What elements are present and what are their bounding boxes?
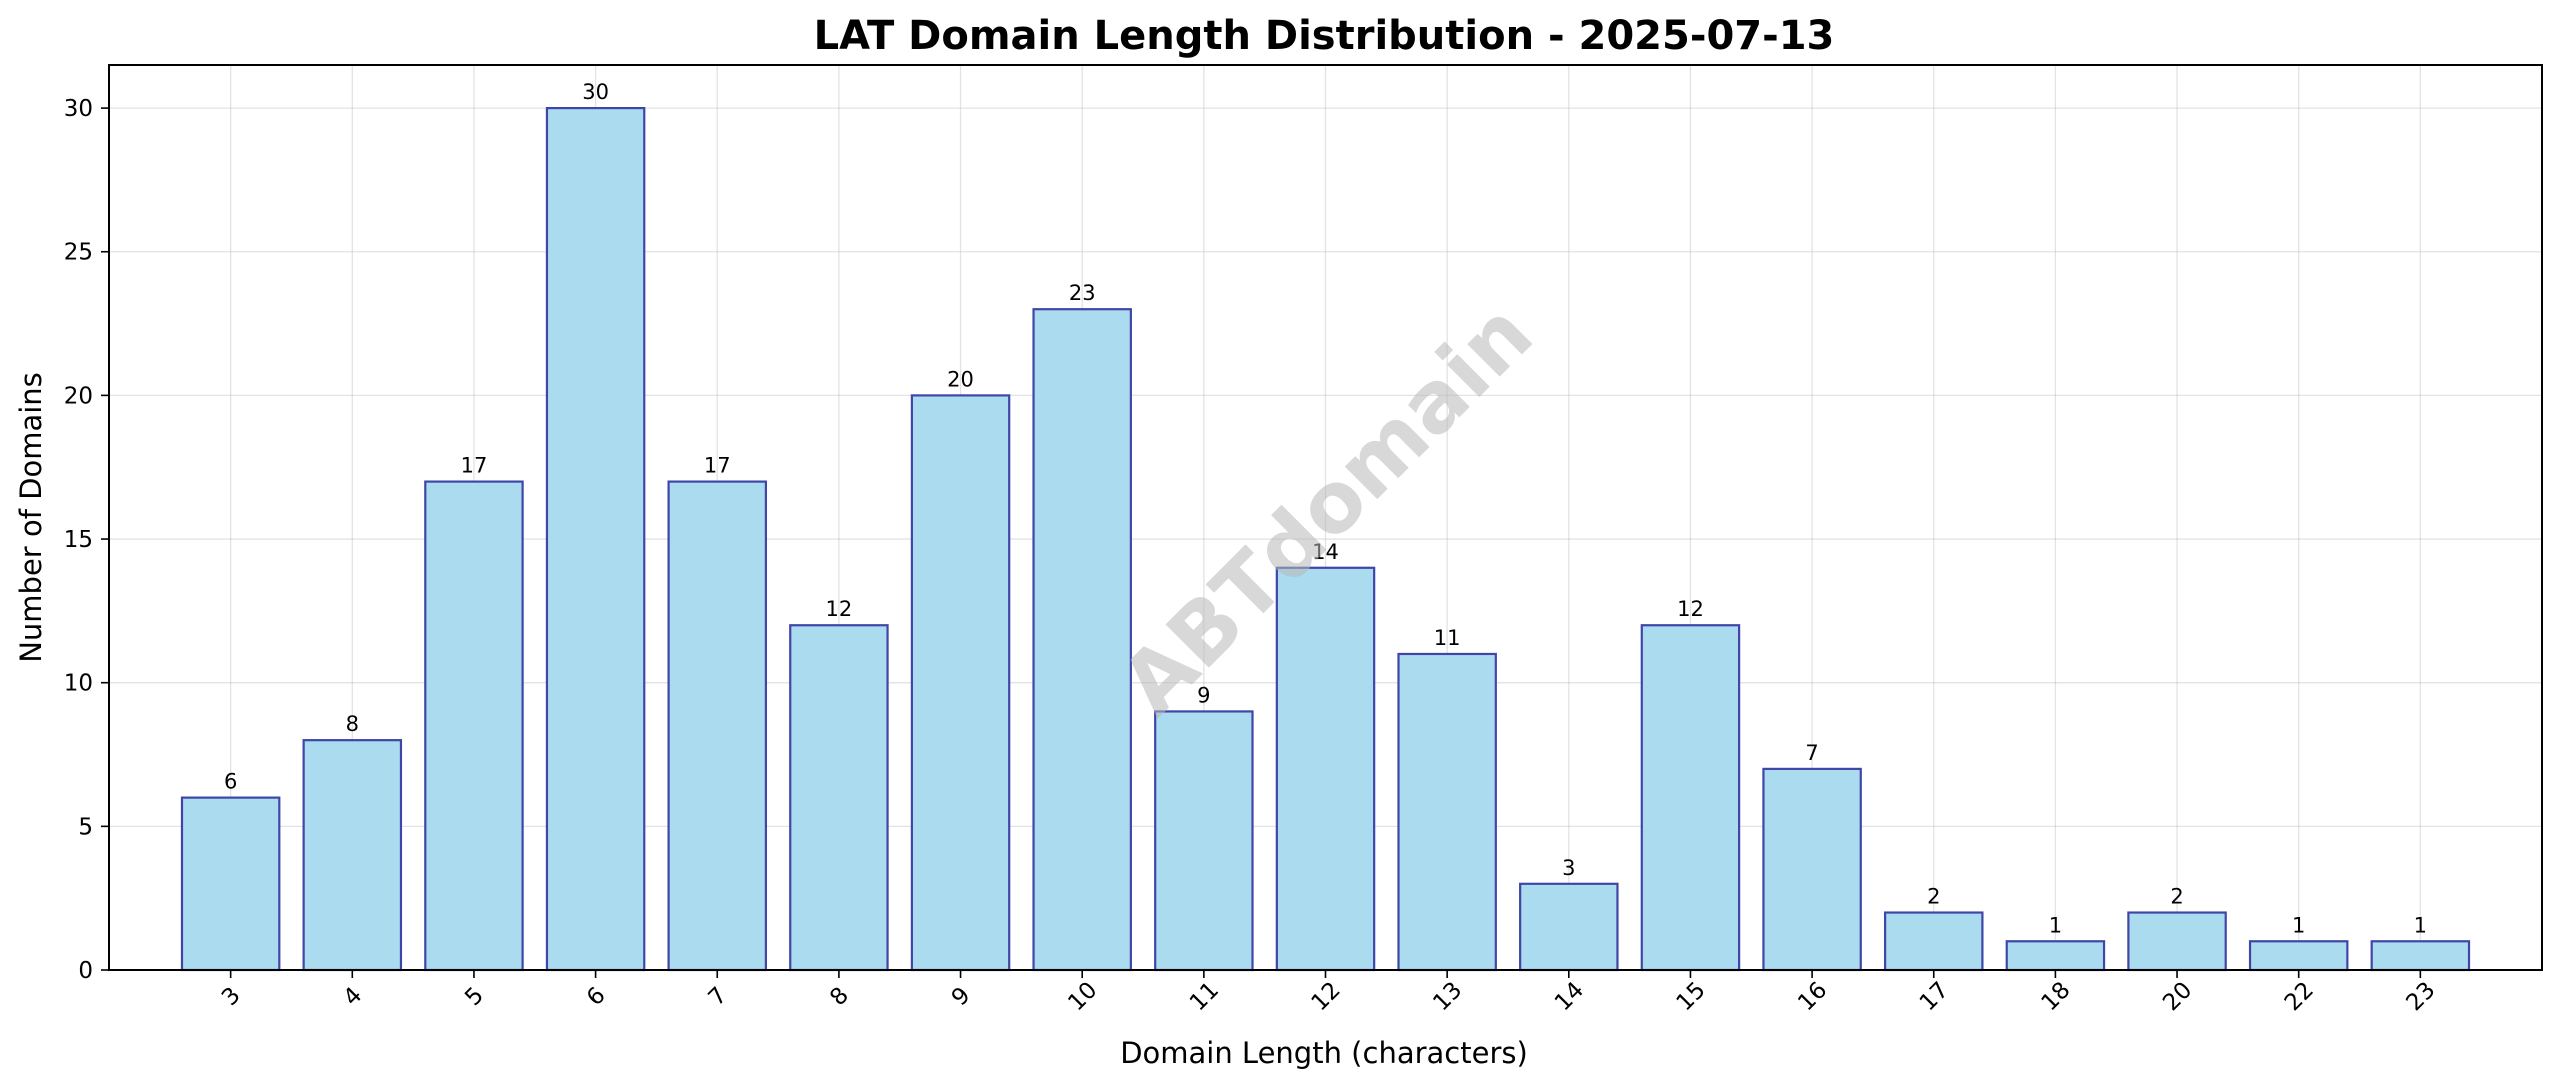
bar-length-20 xyxy=(2127,911,2227,972)
x-axis-label: Domain Length (characters) xyxy=(1120,1036,1528,1070)
y-tick-label: 0 xyxy=(78,958,93,984)
bar-length-23 xyxy=(2370,940,2471,972)
x-tick-label: 4 xyxy=(339,982,368,1011)
data-label-length-12: 14 xyxy=(1312,540,1339,564)
data-label-length-14: 3 xyxy=(1562,856,1575,880)
x-tick-label: 18 xyxy=(2037,977,2076,1016)
bar-length-6 xyxy=(545,106,646,972)
x-tick-label: 15 xyxy=(1672,977,1711,1016)
x-tick-label: 20 xyxy=(2158,977,2197,1016)
x-tick-label: 12 xyxy=(1307,977,1346,1016)
y-tick-label: 30 xyxy=(64,96,93,122)
x-tick-label: 11 xyxy=(1185,977,1224,1016)
data-label-length-18: 1 xyxy=(2049,913,2062,937)
data-label-length-5: 17 xyxy=(461,454,488,478)
bar-length-7 xyxy=(667,480,768,972)
x-tick-label: 5 xyxy=(460,982,489,1011)
bar-length-18 xyxy=(2005,940,2106,972)
bar-length-16 xyxy=(1762,767,1862,972)
bar-length-5 xyxy=(424,480,524,972)
x-tick-label: 3 xyxy=(217,982,246,1011)
x-tick-label: 14 xyxy=(1550,977,1589,1016)
x-tick-label: 6 xyxy=(582,982,611,1011)
bar-length-3 xyxy=(180,796,281,972)
bar-length-11 xyxy=(1154,710,1254,972)
bar-length-9 xyxy=(910,394,1011,972)
x-tick-label: 13 xyxy=(1428,977,1467,1016)
y-tick-label: 25 xyxy=(64,240,93,266)
bar-length-10 xyxy=(1032,308,1132,972)
x-tick-label: 17 xyxy=(1915,977,1954,1016)
y-tick-label: 15 xyxy=(64,527,93,553)
data-label-length-4: 8 xyxy=(346,712,359,736)
chart-title: LAT Domain Length Distribution - 2025-07… xyxy=(814,13,1835,59)
data-label-length-8: 12 xyxy=(826,597,853,621)
y-tick-label: 5 xyxy=(78,814,93,840)
bar-length-4 xyxy=(302,739,403,972)
y-tick-label: 10 xyxy=(64,671,93,697)
data-label-length-10: 23 xyxy=(1069,281,1096,305)
bar-length-8 xyxy=(789,624,889,972)
bar-length-22 xyxy=(2248,940,2349,972)
data-label-length-22: 1 xyxy=(2292,913,2305,937)
data-label-length-6: 30 xyxy=(582,80,609,104)
data-label-length-16: 7 xyxy=(1805,741,1818,765)
x-axis-ticks: 3 4 5 6 7 8 9 10 11 12 13 14 15 16 17 18 20 22 23 xyxy=(217,970,2441,1016)
x-tick-label: 10 xyxy=(1063,977,1102,1016)
x-tick-label: 16 xyxy=(1793,977,1832,1016)
bar-length-17 xyxy=(1883,911,1984,972)
y-tick-label: 20 xyxy=(64,383,93,409)
data-label-length-23: 1 xyxy=(2414,913,2427,937)
data-label-length-11: 9 xyxy=(1197,683,1210,707)
data-label-length-7: 17 xyxy=(704,454,731,478)
data-label-length-3: 6 xyxy=(224,770,237,794)
bar-length-12 xyxy=(1275,566,1376,972)
bar-length-14 xyxy=(1519,882,1619,972)
x-tick-label: 8 xyxy=(825,982,854,1011)
x-tick-label: 22 xyxy=(2280,977,2319,1016)
data-label-length-20: 2 xyxy=(2170,885,2183,909)
x-tick-label: 9 xyxy=(947,982,976,1011)
bar-length-13 xyxy=(1397,652,1497,972)
x-tick-label: 7 xyxy=(704,982,733,1011)
bar-length-15 xyxy=(1640,624,1741,972)
bars xyxy=(180,106,2471,972)
x-tick-label: 23 xyxy=(2402,977,2441,1016)
data-label-length-9: 20 xyxy=(947,367,974,391)
data-label-length-13: 11 xyxy=(1434,626,1461,650)
data-label-length-15: 12 xyxy=(1677,597,1704,621)
y-axis-ticks: 0 5 10 15 20 25 30 xyxy=(64,96,109,984)
data-label-length-17: 2 xyxy=(1927,885,1940,909)
y-axis-label: Number of Domains xyxy=(14,372,48,663)
